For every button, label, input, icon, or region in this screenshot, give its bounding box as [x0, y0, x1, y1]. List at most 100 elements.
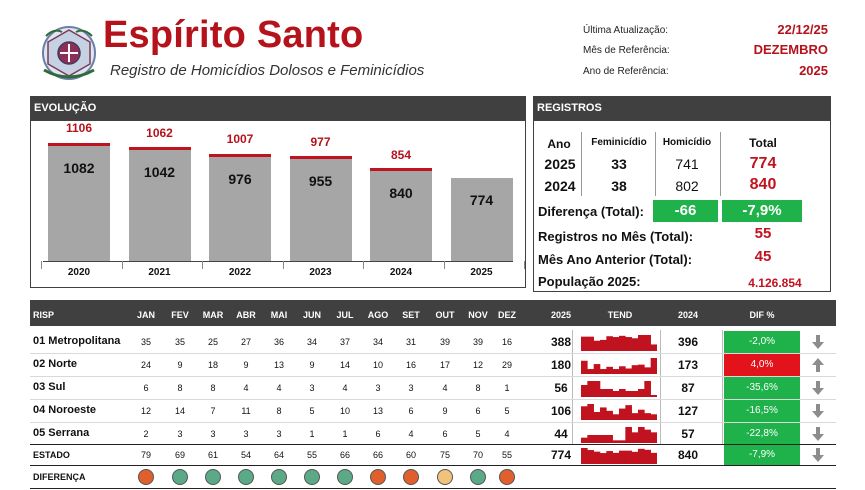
trend-sparkline-bar: [650, 414, 657, 420]
diferenca-status-dot: [205, 469, 221, 485]
col-dif-header: DIF %: [749, 310, 775, 320]
row-month-value: 34: [306, 337, 317, 347]
row-month-value: 64: [273, 450, 284, 460]
trend-sparkline-bar: [631, 338, 639, 351]
row-month-value: 66: [339, 450, 350, 460]
trend-sparkline: [581, 381, 657, 397]
row-month-value: 14: [339, 360, 350, 370]
row-month-value: 8: [177, 383, 183, 393]
chart-x-axis: [43, 261, 513, 262]
trend-sparkline-bar: [638, 335, 645, 351]
evolution-year-label-2020: 2020: [67, 267, 91, 278]
trend-sparkline-bar: [625, 405, 632, 420]
table-row: 01 Metropolitana 35 35 25 27 36 34 37 34 31 39 39 16…: [31, 331, 836, 353]
row-divider: [30, 422, 836, 423]
evolution-bar-2021: [128, 149, 191, 261]
table-row: 03 Sul 6 8 8 4 4 3 4 3 3 4 8 1 56 87 -35,6%: [31, 377, 836, 399]
diferenca-abs-value: -66: [653, 200, 718, 222]
evolution-bar-cap-2021: [128, 146, 191, 150]
diferenca-status-dot: [437, 469, 453, 485]
row-dif-percent: -16,5%: [724, 400, 800, 422]
trend-sparkline-bar: [581, 406, 588, 420]
row-month-value: 3: [375, 383, 381, 393]
trend-sparkline-bar: [638, 409, 645, 420]
evolution-year-label-2024: 2024: [389, 267, 413, 278]
row-divider: [30, 399, 836, 400]
estado-bottom-line: [30, 465, 836, 466]
evolution-bar-cap-2022: [209, 153, 271, 157]
row-name: 01 Metropolitana: [33, 335, 121, 347]
trend-sparkline-bar: [619, 440, 626, 443]
evolution-prev-label-2024: 854: [390, 147, 412, 162]
row-month-value: 2: [143, 429, 149, 439]
col-month-ago-header: AGO: [367, 310, 389, 320]
row-name: 03 Sul: [33, 381, 66, 393]
trend-sparkline-bar: [587, 404, 594, 420]
row-name: ESTADO: [33, 450, 70, 460]
row-month-value: 3: [210, 429, 216, 439]
reference-month-label: Mês de Referência:: [583, 45, 670, 56]
row-month-value: 55: [501, 450, 512, 460]
chart-axis-tick: [443, 261, 445, 269]
row-month-value: 6: [375, 429, 381, 439]
arrow-down-icon: [812, 404, 824, 418]
coat-of-arms-logo: [42, 26, 96, 80]
diferenca-status-dot: [470, 469, 486, 485]
row-divider: [30, 353, 836, 354]
trend-sparkline-bar: [625, 368, 632, 374]
diferenca-pct-value: -7,9%: [722, 200, 802, 222]
trend-sparkline-bar: [600, 435, 607, 443]
chart-axis-tick: [41, 261, 42, 269]
row-dif-percent: -22,8%: [724, 423, 800, 445]
evolution-value-label-2023: 955: [308, 173, 333, 190]
diferenca-status-dot: [138, 469, 154, 485]
col-month-jul-header: JUL: [336, 310, 354, 320]
col-month-nov-header: NOV: [468, 310, 488, 320]
row-month-value: 31: [405, 337, 416, 347]
row-month-value: 5: [504, 406, 510, 416]
row-month-value: 55: [306, 450, 317, 460]
row-month-value: 8: [210, 383, 216, 393]
populacao-value: 4.126.854: [748, 276, 802, 290]
divider: [655, 132, 656, 196]
evolution-year-label-2025: 2025: [470, 267, 493, 278]
row-month-value: 4: [243, 383, 249, 393]
col-month-set-header: SET: [402, 310, 420, 320]
row-month-value: 79: [140, 450, 151, 460]
trend-sparkline-bar: [644, 449, 651, 464]
row-month-value: 39: [472, 337, 483, 347]
row-month-value: 5: [475, 429, 481, 439]
row-2024-total: 57: [681, 427, 695, 441]
trend-sparkline-bar: [631, 432, 639, 443]
row-month-value: 7: [210, 406, 216, 416]
trend-sparkline-bar: [650, 452, 657, 464]
evolution-value-label-2025: 774: [469, 192, 494, 209]
trend-sparkline-bar: [587, 450, 594, 464]
row-month-value: 4: [504, 429, 510, 439]
evolution-bar-2023: [289, 159, 352, 261]
row-month-value: 9: [442, 406, 448, 416]
row-month-value: 1: [342, 429, 348, 439]
col-ano-header: Ano: [547, 137, 571, 151]
diferenca-label: Diferença (Total):: [538, 204, 644, 219]
trend-sparkline-bar: [631, 451, 639, 464]
mes-anterior-label: Mês Ano Anterior (Total):: [538, 252, 693, 267]
row-month-value: 66: [372, 450, 383, 460]
reg-row-2024-total: 840: [749, 176, 777, 193]
trend-sparkline-bar: [600, 453, 607, 464]
diferenca-row-label: DIFERENÇA: [33, 472, 86, 482]
trend-sparkline-bar: [650, 432, 657, 443]
arrow-down-icon: [812, 427, 824, 441]
trend-sparkline-bar: [612, 369, 620, 374]
evolution-value-label-2021: 1042: [143, 163, 176, 180]
row-month-value: 3: [408, 383, 414, 393]
row-2024-total: 396: [677, 335, 699, 349]
trend-sparkline: [581, 358, 657, 374]
diferenca-status-dot: [499, 469, 515, 485]
trend-sparkline-bar: [587, 381, 594, 397]
table-row: 04 Noroeste 12 14 7 11 8 5 10 13 6 9 6 5 106 127 -16,5%: [31, 400, 836, 422]
table-row: 02 Norte 24 9 18 9 13 9 14 10 16 17 12 29 180 173 4,0%: [31, 354, 836, 376]
row-month-value: 3: [177, 429, 183, 439]
row-month-value: 6: [408, 406, 414, 416]
trend-sparkline-bar: [581, 448, 588, 464]
